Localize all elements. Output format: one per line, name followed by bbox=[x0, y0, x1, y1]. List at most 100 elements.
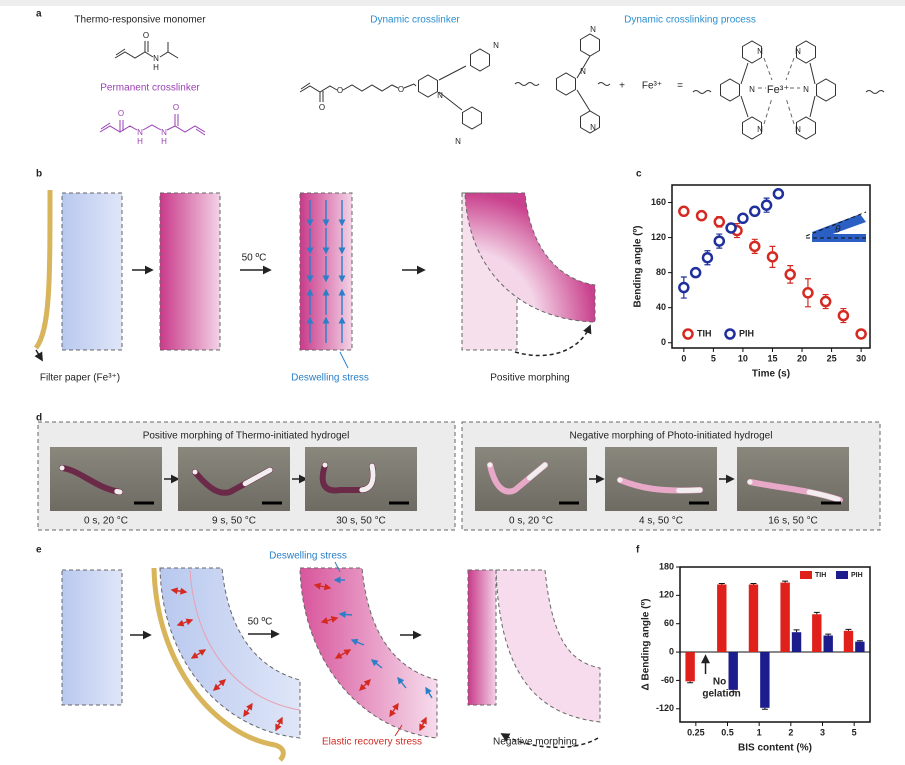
legend-marker bbox=[682, 328, 694, 340]
hydrogel bbox=[61, 192, 123, 351]
x-tick-label: 30 bbox=[856, 353, 866, 363]
bond bbox=[195, 128, 206, 136]
arrow bbox=[320, 616, 339, 624]
hydrogel-bent bbox=[464, 192, 596, 323]
atom: N bbox=[437, 91, 443, 100]
annotation: gelation bbox=[702, 689, 740, 700]
bond bbox=[114, 51, 154, 59]
error-bar bbox=[687, 681, 694, 684]
bond bbox=[413, 83, 417, 87]
plot-frame bbox=[671, 184, 871, 349]
atom: H bbox=[137, 137, 143, 146]
hydrogel bbox=[61, 569, 123, 706]
bar bbox=[791, 632, 802, 653]
bond bbox=[403, 83, 415, 89]
bar bbox=[760, 652, 770, 708]
permanent-title: Permanent crosslinker bbox=[100, 83, 200, 94]
y-tick-label: 160 bbox=[651, 197, 666, 207]
point bbox=[678, 205, 690, 218]
point bbox=[737, 212, 749, 225]
point bbox=[837, 309, 850, 322]
point bbox=[695, 209, 708, 222]
panel-label: c bbox=[636, 169, 642, 180]
atom: O bbox=[173, 103, 179, 112]
atom: N bbox=[757, 47, 763, 56]
inset-guide bbox=[805, 211, 867, 237]
morph-arrow bbox=[514, 324, 592, 357]
arrow bbox=[243, 702, 253, 718]
panel-label: b bbox=[36, 169, 42, 180]
x-tick-label: 0.5 bbox=[721, 727, 734, 737]
box-title: Negative morphing of Photo-initiated hyd… bbox=[570, 431, 773, 442]
bond bbox=[740, 95, 749, 118]
monomer-title: Thermo-responsive monomer bbox=[74, 15, 206, 26]
arrow bbox=[176, 618, 194, 627]
point bbox=[689, 266, 702, 279]
complex-ion: Fe³⁺ bbox=[767, 84, 790, 96]
y-tick-label: 80 bbox=[656, 267, 666, 277]
bond bbox=[100, 122, 111, 130]
arrow bbox=[334, 649, 352, 659]
point bbox=[748, 205, 761, 218]
photo-caption: 9 s, 50 °C bbox=[212, 516, 256, 527]
ring bbox=[418, 74, 438, 98]
atom: N bbox=[153, 54, 159, 63]
label: Elastic recovery stress bbox=[322, 737, 422, 748]
atom: N bbox=[137, 128, 143, 137]
atom: O bbox=[398, 85, 404, 94]
error-bar bbox=[761, 707, 768, 710]
arrow bbox=[389, 702, 399, 718]
atom: N bbox=[803, 85, 809, 94]
y-tick-label: 0 bbox=[669, 646, 674, 656]
x-tick-label: 5 bbox=[852, 727, 857, 737]
y-tick-label: 0 bbox=[661, 337, 666, 347]
equals: = bbox=[677, 81, 683, 92]
inset-base bbox=[812, 234, 866, 242]
polymer-chain bbox=[865, 90, 885, 94]
bar bbox=[717, 584, 727, 653]
atom: O bbox=[319, 103, 325, 112]
error-bar bbox=[856, 640, 863, 642]
y-tick-label: 180 bbox=[659, 561, 674, 571]
photo-caption: 0 s, 20 °C bbox=[84, 516, 128, 527]
x-axis-label: Time (s) bbox=[752, 369, 790, 380]
atom: N bbox=[795, 125, 801, 134]
panel-label: e bbox=[36, 545, 42, 556]
bar bbox=[728, 652, 738, 690]
point bbox=[819, 295, 832, 308]
atom: N bbox=[757, 125, 763, 134]
ring bbox=[796, 116, 816, 140]
process-title: Dynamic crosslinking process bbox=[624, 15, 756, 26]
hydrogel-original bbox=[495, 569, 601, 723]
atom: H bbox=[161, 137, 167, 146]
plot-frame bbox=[679, 566, 871, 723]
ring bbox=[580, 110, 600, 134]
ring bbox=[462, 106, 482, 130]
bond bbox=[438, 91, 463, 111]
x-tick-label: 0.25 bbox=[687, 727, 705, 737]
bar bbox=[780, 582, 790, 653]
arrow bbox=[275, 716, 283, 732]
pointer bbox=[339, 351, 349, 369]
bond bbox=[809, 95, 816, 118]
point bbox=[748, 240, 761, 253]
gel-strip bbox=[487, 462, 548, 495]
ring bbox=[816, 78, 836, 102]
gel-strip-tip bbox=[747, 479, 843, 503]
y-axis-label: Bending angle (º) bbox=[633, 226, 644, 308]
temperature: 50 ºC bbox=[248, 617, 273, 628]
bond bbox=[576, 55, 591, 79]
panel-d: Positive morphing of Thermo-initiated hy… bbox=[37, 421, 881, 531]
bar bbox=[823, 635, 833, 653]
bond bbox=[576, 89, 591, 112]
hydrogel-bent bbox=[299, 567, 438, 739]
stress-arrows bbox=[170, 576, 433, 732]
point bbox=[855, 328, 867, 340]
box-title: Positive morphing of Thermo-initiated hy… bbox=[143, 431, 350, 442]
neutral-line bbox=[189, 569, 301, 711]
hydrogel-bent bbox=[159, 567, 301, 739]
y-axis-label: Δ Bending angle (º) bbox=[641, 599, 652, 691]
panel-label: f bbox=[636, 545, 640, 556]
bar bbox=[685, 652, 695, 682]
